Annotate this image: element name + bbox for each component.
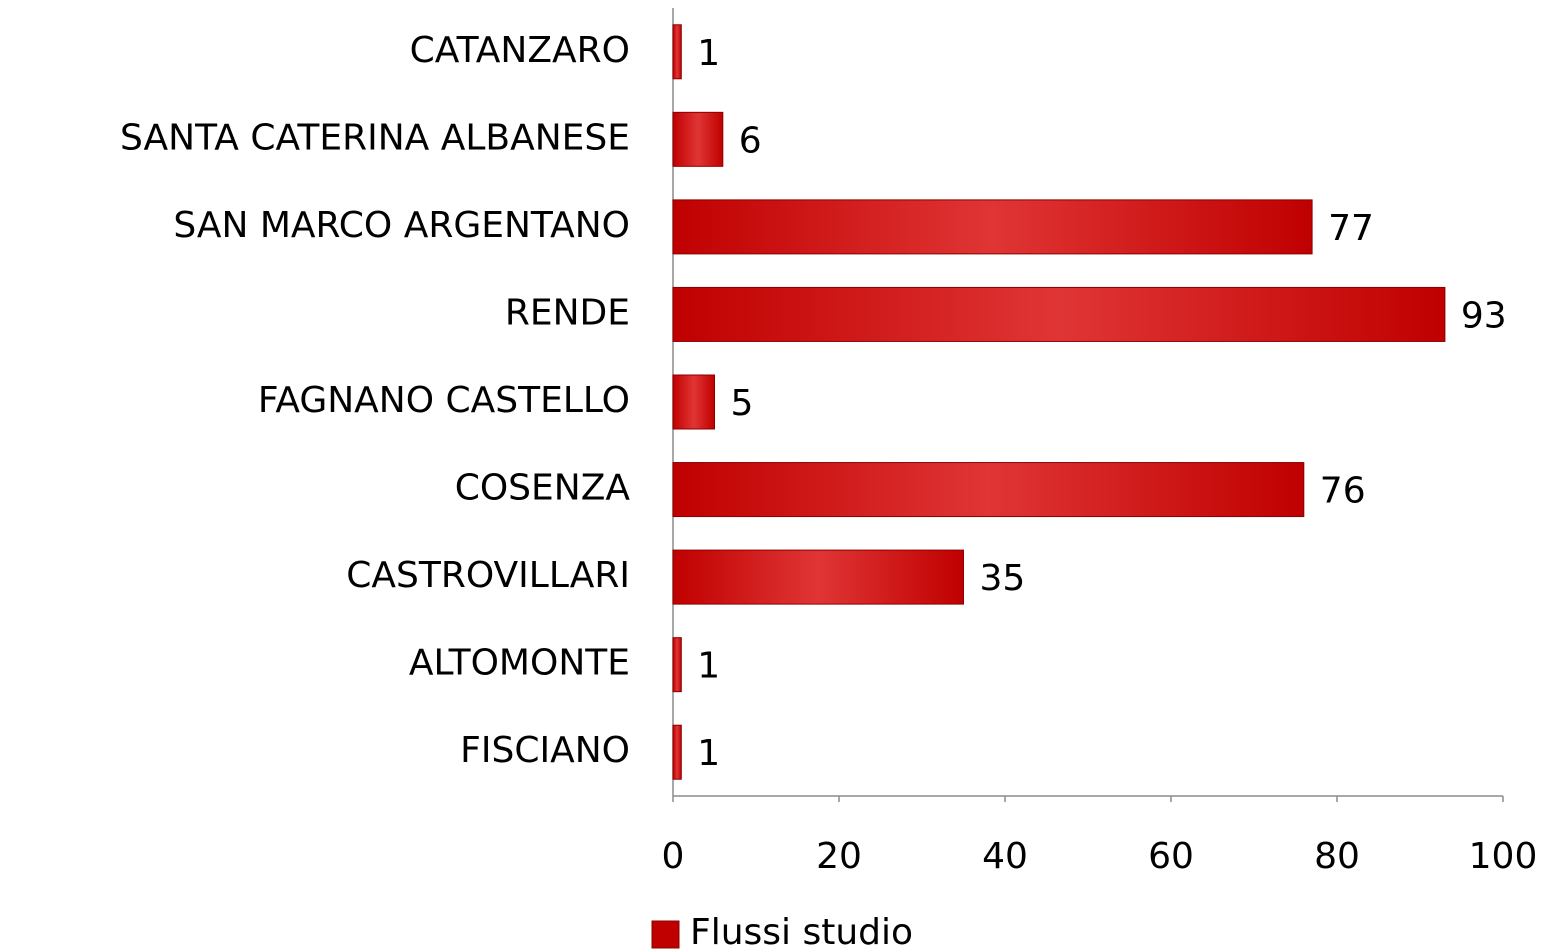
data-label: 5 bbox=[731, 383, 754, 424]
y-tick-label: RENDE bbox=[505, 292, 630, 333]
legend-label: Flussi studio bbox=[690, 912, 913, 951]
legend-swatch bbox=[651, 920, 680, 949]
y-tick-label: FAGNANO CASTELLO bbox=[258, 380, 630, 421]
bar bbox=[672, 111, 724, 167]
bar bbox=[672, 199, 1313, 255]
x-tick-label: 40 bbox=[982, 836, 1028, 877]
y-tick-label: SAN MARCO ARGENTANO bbox=[173, 205, 630, 246]
x-tick-label: 20 bbox=[816, 836, 862, 877]
bar bbox=[672, 549, 964, 605]
data-label: 77 bbox=[1328, 208, 1374, 249]
bar bbox=[672, 374, 715, 430]
y-tick-label: COSENZA bbox=[455, 468, 631, 509]
data-label: 93 bbox=[1461, 295, 1507, 336]
data-label: 1 bbox=[697, 646, 720, 687]
bar bbox=[672, 462, 1305, 518]
bar bbox=[672, 286, 1446, 342]
bar bbox=[672, 637, 682, 693]
x-tick-label: 80 bbox=[1314, 836, 1360, 877]
y-tick-label: SANTA CATERINA ALBANESE bbox=[120, 117, 630, 158]
y-tick-label: CASTROVILLARI bbox=[346, 555, 630, 596]
y-tick-label: FISCIANO bbox=[460, 730, 630, 771]
y-tick-label: ALTOMONTE bbox=[409, 643, 630, 684]
x-tick-label: 60 bbox=[1148, 836, 1194, 877]
data-label: 1 bbox=[697, 33, 720, 74]
data-label: 76 bbox=[1320, 471, 1366, 512]
bar bbox=[672, 724, 682, 780]
bar bbox=[672, 24, 682, 80]
data-label: 35 bbox=[980, 558, 1026, 599]
x-tick-label: 0 bbox=[662, 836, 685, 877]
x-tick-label: 100 bbox=[1469, 836, 1538, 877]
data-label: 6 bbox=[739, 120, 762, 161]
data-label: 1 bbox=[697, 733, 720, 774]
y-tick-label: CATANZARO bbox=[410, 30, 630, 71]
